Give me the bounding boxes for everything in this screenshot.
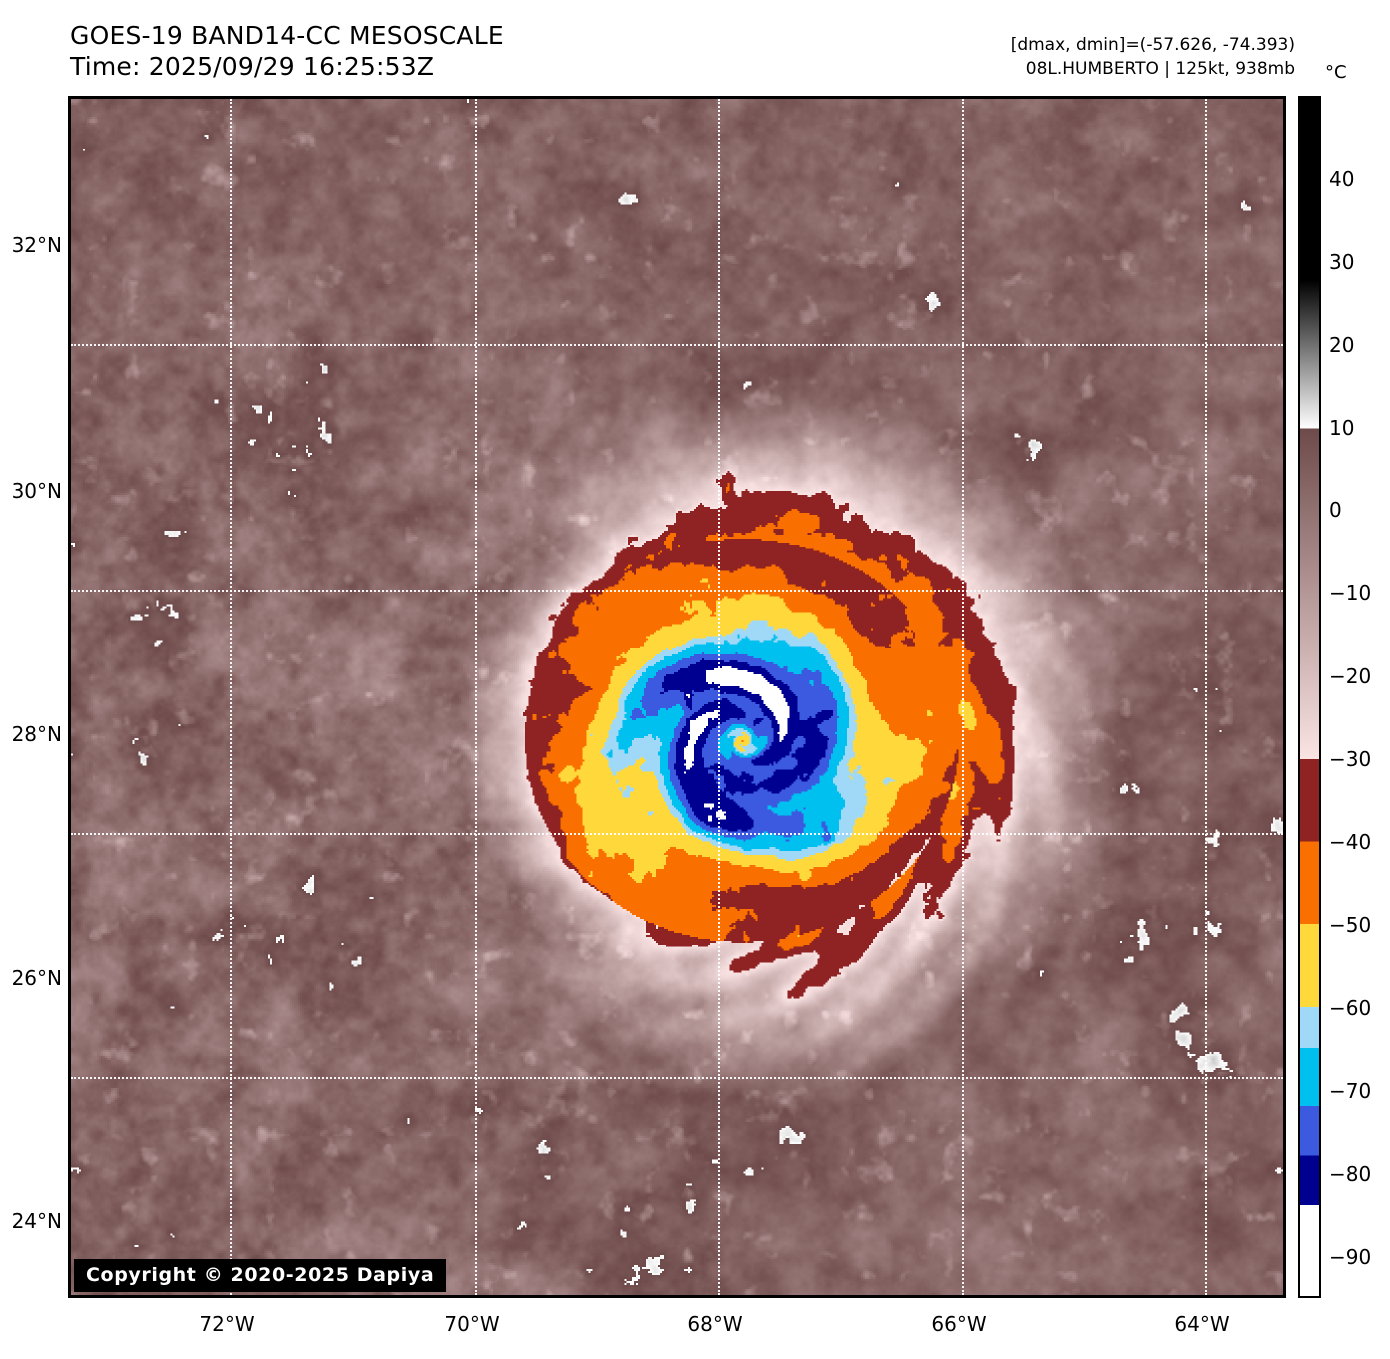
colorbar-tick-label: −70 xyxy=(1329,1078,1372,1103)
lon-tick-label: 68°W xyxy=(687,1312,743,1336)
colorbar-unit-label: °C xyxy=(1325,62,1347,83)
colorbar-tick-label: −10 xyxy=(1329,581,1372,606)
lon-tick-label: 72°W xyxy=(199,1312,255,1336)
timestamp-label: Time: 2025/09/29 16:25:53Z xyxy=(70,52,435,81)
gridline-vertical xyxy=(230,99,232,1295)
colorbar-tick-label: −60 xyxy=(1329,995,1372,1020)
header-left-block: GOES-19 BAND14-CC MESOSCALE Time: 2025/0… xyxy=(70,20,504,82)
colorbar[interactable] xyxy=(1298,96,1321,1298)
satellite-imagery-canvas xyxy=(71,99,1283,1295)
colorbar-tick-label: 10 xyxy=(1329,415,1355,440)
storm-info-label: 08L.HUMBERTO | 125kt, 938mb xyxy=(1025,59,1295,79)
lat-tick-label: 24°N xyxy=(11,1209,62,1233)
colorbar-tick-label: 0 xyxy=(1329,498,1342,523)
lat-tick-label: 26°N xyxy=(11,966,62,990)
gridline-vertical xyxy=(718,99,720,1295)
colorbar-tick-label: −30 xyxy=(1329,747,1372,772)
gridline-horizontal xyxy=(71,833,1283,835)
colorbar-tick-label: −50 xyxy=(1329,912,1372,937)
lon-tick-label: 64°W xyxy=(1174,1312,1230,1336)
colorbar-tick-label: −80 xyxy=(1329,1161,1372,1186)
gridline-horizontal xyxy=(71,344,1283,346)
colorbar-tick-label: 30 xyxy=(1329,249,1355,274)
colorbar-tick-label: 20 xyxy=(1329,332,1355,357)
lon-tick-label: 70°W xyxy=(444,1312,500,1336)
page-title: GOES-19 BAND14-CC MESOSCALE xyxy=(70,21,504,50)
colorbar-tick-label: −20 xyxy=(1329,664,1372,689)
copyright-watermark: Copyright © 2020-2025 Dapiya xyxy=(74,1259,447,1292)
lat-tick-label: 30°N xyxy=(11,479,62,503)
dmax-dmin-label: [dmax, dmin]=(-57.626, -74.393) xyxy=(1010,35,1295,55)
gridline-vertical xyxy=(475,99,477,1295)
colorbar-gradient xyxy=(1300,98,1319,1296)
lat-tick-label: 28°N xyxy=(11,722,62,746)
gridline-horizontal xyxy=(71,590,1283,592)
colorbar-tick-label: 40 xyxy=(1329,166,1355,191)
header-right-block: [dmax, dmin]=(-57.626, -74.393) 08L.HUMB… xyxy=(1011,33,1295,81)
gridline-vertical xyxy=(1205,99,1207,1295)
colorbar-tick-label: −40 xyxy=(1329,830,1372,855)
gridline-vertical xyxy=(962,99,964,1295)
lat-tick-label: 32°N xyxy=(11,233,62,257)
lon-tick-label: 66°W xyxy=(931,1312,987,1336)
gridline-horizontal xyxy=(71,1077,1283,1079)
satellite-image-plot[interactable]: Copyright © 2020-2025 Dapiya xyxy=(68,96,1286,1298)
colorbar-tick-label: −90 xyxy=(1329,1244,1372,1269)
